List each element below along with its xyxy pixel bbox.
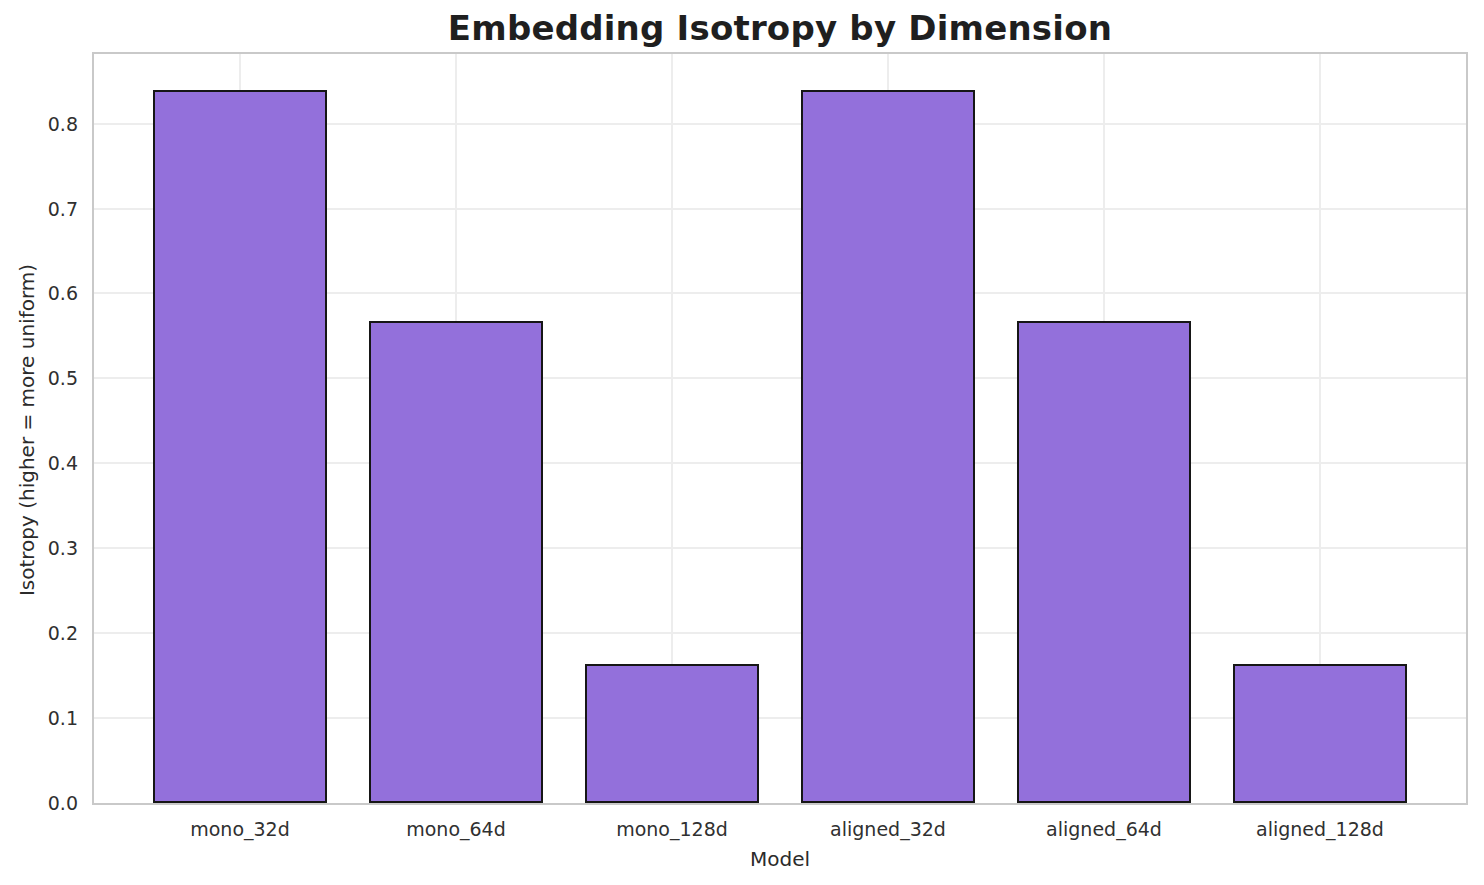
y-tick-label: 0.5 [6, 369, 78, 388]
x-tick-label: aligned_32d [830, 818, 946, 841]
bar-aligned_128d [1233, 664, 1407, 803]
y-tick-label: 0.1 [6, 709, 78, 728]
y-tick-label: 0.0 [6, 794, 78, 813]
bar-mono_32d [153, 90, 327, 803]
figure: Embedding Isotropy by Dimension Isotropy… [0, 0, 1484, 885]
chart-title: Embedding Isotropy by Dimension [92, 8, 1468, 48]
bar-aligned_32d [801, 90, 975, 803]
bar-mono_64d [369, 321, 543, 803]
bar-aligned_64d [1017, 321, 1191, 803]
bar-mono_128d [585, 664, 759, 803]
x-tick-label: mono_32d [190, 818, 290, 841]
x-tick-label: aligned_64d [1046, 818, 1162, 841]
x-axis-label: Model [92, 847, 1468, 871]
y-tick-label: 0.6 [6, 284, 78, 303]
x-tick-label: mono_128d [616, 818, 728, 841]
x-tick-label: aligned_128d [1256, 818, 1384, 841]
plot-area [92, 52, 1468, 805]
x-tick-label: mono_64d [406, 818, 506, 841]
y-tick-label: 0.2 [6, 624, 78, 643]
y-tick-label: 0.7 [6, 199, 78, 218]
y-tick-label: 0.8 [6, 114, 78, 133]
y-tick-label: 0.4 [6, 454, 78, 473]
y-tick-label: 0.3 [6, 539, 78, 558]
